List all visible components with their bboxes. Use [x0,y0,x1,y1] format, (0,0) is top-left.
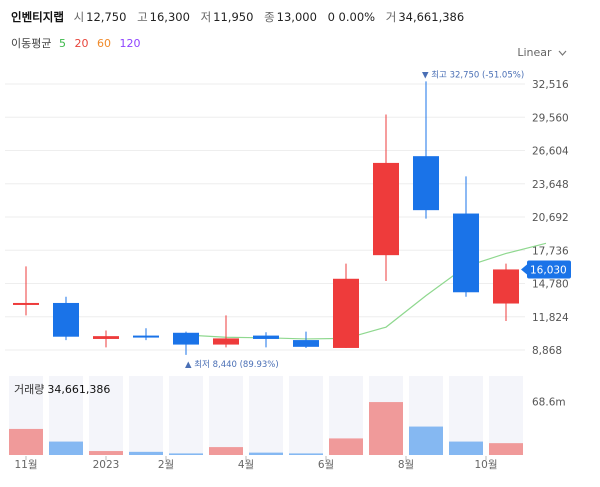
x-tick-label: 4월 [238,459,254,471]
candle-body [133,335,159,338]
y-tick-label: 32,516 [532,79,569,91]
x-tick-label: 11월 [14,459,37,471]
candle-body [333,278,359,348]
volume-legend-value: 34,661,386 [47,383,111,396]
scale-toggle[interactable]: Linear [517,46,567,59]
ma5-line [185,242,547,340]
volume-legend-label: 거래량 [14,383,45,396]
scale-label[interactable]: Linear [517,46,552,59]
volume-bar [489,443,523,455]
ma-60[interactable]: 60 [96,37,111,50]
max-price-annotation: ▼ 최고 32,750 (-51.05%) [422,69,524,80]
y-tick-label: 23,648 [532,179,569,191]
current-price-tag [527,260,571,279]
chevron-down-icon [558,50,567,56]
y-tick-label: 29,560 [532,112,569,124]
candle-body [213,338,239,345]
y-tick-label: 8,868 [532,345,562,357]
volume-bar [329,438,363,455]
volume-bar [209,447,243,455]
y-tick-label: 20,692 [532,212,569,224]
volume-column-bg [249,376,283,455]
current-price-pointer [521,264,527,275]
ma-120[interactable]: 120 [119,37,141,50]
ma-5[interactable]: 5 [58,37,66,50]
price-summary: 인벤티지랩 시 12,750 고 16,300 저 11,950 종 13,000 0 … [11,9,471,25]
volume-bar [449,441,483,455]
candle-body [373,162,399,256]
candle-body [293,340,319,347]
open-label: 시 [73,10,85,24]
volume-column-bg [489,376,523,455]
close-label: 종 [264,10,275,24]
candle-body [453,213,479,293]
volume-column-bg [289,376,323,455]
volume-bar [369,402,403,455]
low-value: 11,950 [213,10,254,24]
candle-body [253,335,279,339]
high-value: 16,300 [149,10,190,24]
moving-average-legend[interactable]: 이동평균 5 20 60 120 [11,35,145,51]
stock-name: 인벤티지랩 [11,10,64,24]
volume-value: 34,661,386 [398,10,465,24]
candle-body [53,302,79,337]
volume-column-bg [209,376,243,455]
y-tick-label: 17,736 [532,245,569,257]
volume-column-bg [89,376,123,455]
moving-average-label: 이동평균 [11,37,52,50]
high-label: 고 [137,10,148,24]
volume-bar [289,453,323,455]
ma-20[interactable]: 20 [74,37,89,50]
y-tick-label: 11,824 [532,312,569,324]
volume-bar [9,428,43,455]
x-tick-label: 10월 [474,459,497,471]
x-tick-label: 2월 [158,459,174,471]
open-value: 12,750 [86,10,127,24]
candle-body [13,302,39,305]
volume-column-bg [129,376,163,455]
min-price-annotation: ▲ 최저 8,440 (89.93%) [185,359,279,370]
candle-body [413,156,439,211]
volume-legend: 거래량 34,661,386 [14,381,110,397]
candle-body [93,336,119,339]
volume-axis-label: 68.6m [532,396,566,408]
volume-bar [249,452,283,455]
volume-bar [409,426,443,455]
close-value: 13,000 [276,10,317,24]
volume-bar [89,451,123,455]
y-tick-label: 26,604 [532,146,569,158]
low-label: 저 [200,10,212,24]
volume-label: 거 [385,10,397,24]
current-price-label: 16,030 [530,264,567,276]
y-tick-label: 14,780 [532,279,569,291]
volume-bar [129,451,163,455]
candle-body [493,269,519,304]
candle-body [173,332,199,345]
x-tick-label: 2023 [93,459,120,471]
volume-bar [49,441,83,455]
volume-column-bg [169,376,203,455]
change-value: 0 0.00% [327,10,376,24]
volume-bar [169,453,203,455]
x-tick-label: 8월 [398,459,414,471]
x-tick-label: 6월 [318,459,334,471]
